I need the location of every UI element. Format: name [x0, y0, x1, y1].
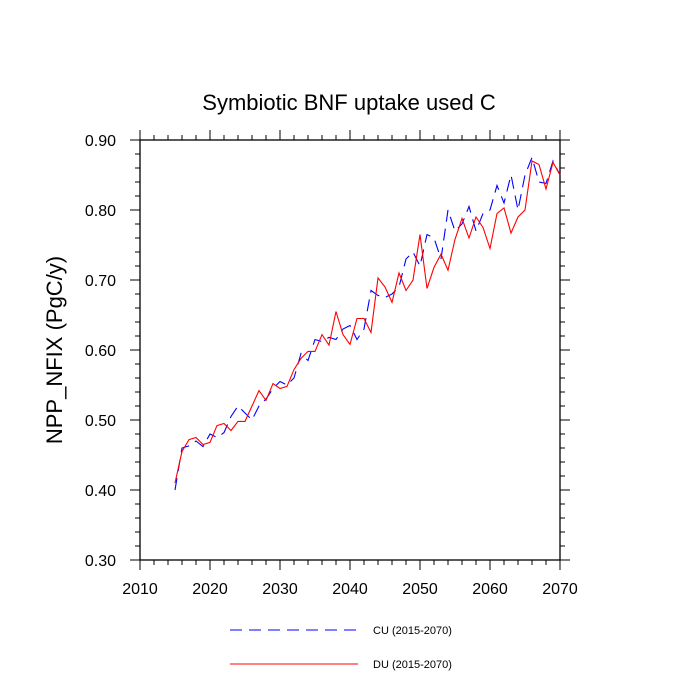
- y-tick-label: 0.60: [85, 343, 116, 360]
- series-line-du: [174, 160, 561, 484]
- legend-label: DU (2015-2070): [373, 659, 452, 671]
- x-tick-label: 2020: [192, 581, 228, 598]
- legend-label: CU (2015-2070): [373, 625, 452, 637]
- series-line-cu: [174, 155, 561, 491]
- y-tick-label: 0.70: [85, 273, 116, 290]
- x-tick-label: 2060: [472, 581, 508, 598]
- y-tick-label: 0.30: [85, 553, 116, 570]
- y-tick-label: 0.90: [85, 133, 116, 150]
- x-tick-label: 2050: [402, 581, 438, 598]
- chart-title: Symbiotic BNF uptake used C: [202, 90, 496, 115]
- y-tick-label: 0.80: [85, 203, 116, 220]
- y-tick-label: 0.40: [85, 483, 116, 500]
- y-tick-label: 0.50: [85, 413, 116, 430]
- plot-frame: [139, 139, 561, 561]
- x-tick-label: 2070: [542, 581, 578, 598]
- x-tick-label: 2040: [332, 581, 368, 598]
- legend: CU (2015-2070) DU (2015-2070): [230, 625, 452, 671]
- series-layer: [174, 155, 561, 491]
- x-tick-label: 2010: [122, 581, 158, 598]
- y-axis-label: NPP_NFIX (PgC/y): [42, 256, 67, 444]
- x-tick-label: 2030: [262, 581, 298, 598]
- axes: 2010 2020 2030 2040 2050 2060 2070 0.30 0.40 0.50…: [85, 130, 578, 598]
